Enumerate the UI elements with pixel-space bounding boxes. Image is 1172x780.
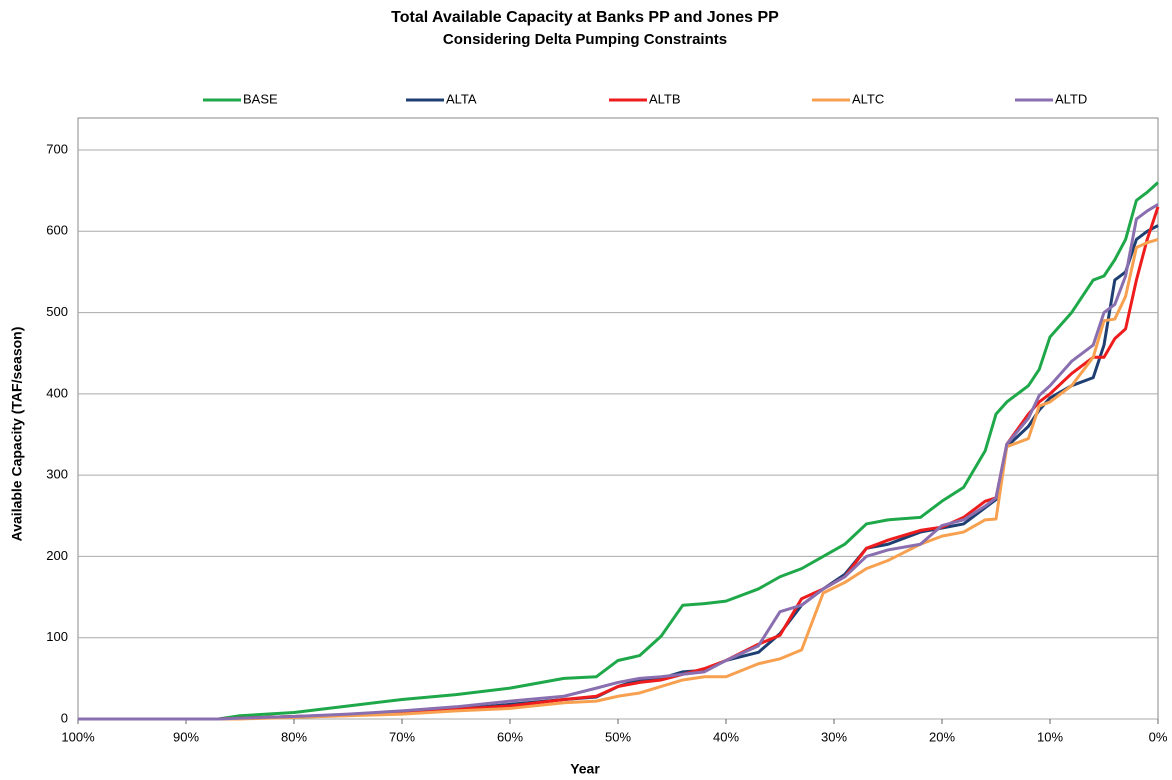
x-tick-label: 20% [929, 729, 955, 744]
y-axis-title: Available Capacity (TAF/season) [9, 327, 25, 542]
legend-label: ALTB [649, 91, 681, 106]
x-tick-label: 100% [61, 729, 95, 744]
series-line [78, 224, 1159, 721]
series-line [78, 206, 1160, 721]
x-tick-label: 40% [713, 729, 739, 744]
y-tick-label: 200 [46, 548, 68, 563]
legend-label: ALTC [852, 91, 884, 106]
y-tick-label: 600 [46, 223, 68, 238]
x-tick-label: 60% [497, 729, 523, 744]
series-line [78, 203, 1159, 721]
x-axis-title: Year [570, 761, 600, 777]
series-line [78, 237, 1159, 721]
chart-title: Total Available Capacity at Banks PP and… [391, 9, 779, 26]
legend-label: ALTA [446, 91, 477, 106]
x-tick-label: 80% [281, 729, 307, 744]
x-tick-label: 10% [1037, 729, 1063, 744]
y-tick-label: 500 [46, 304, 68, 319]
series-line [78, 181, 1160, 721]
y-tick-label: 700 [46, 141, 68, 156]
x-tick-label: 0% [1149, 729, 1168, 744]
chart-subtitle: Considering Delta Pumping Constraints [443, 31, 727, 48]
legend-label: ALTD [1055, 91, 1087, 106]
y-tick-label: 400 [46, 385, 68, 400]
y-tick-label: 100 [46, 629, 68, 644]
x-tick-label: 90% [173, 729, 199, 744]
x-tick-label: 70% [389, 729, 415, 744]
y-tick-label: 0 [61, 710, 68, 725]
x-tick-label: 50% [605, 729, 631, 744]
y-tick-label: 300 [46, 467, 68, 482]
legend-label: BASE [243, 91, 278, 106]
x-tick-label: 30% [821, 729, 847, 744]
